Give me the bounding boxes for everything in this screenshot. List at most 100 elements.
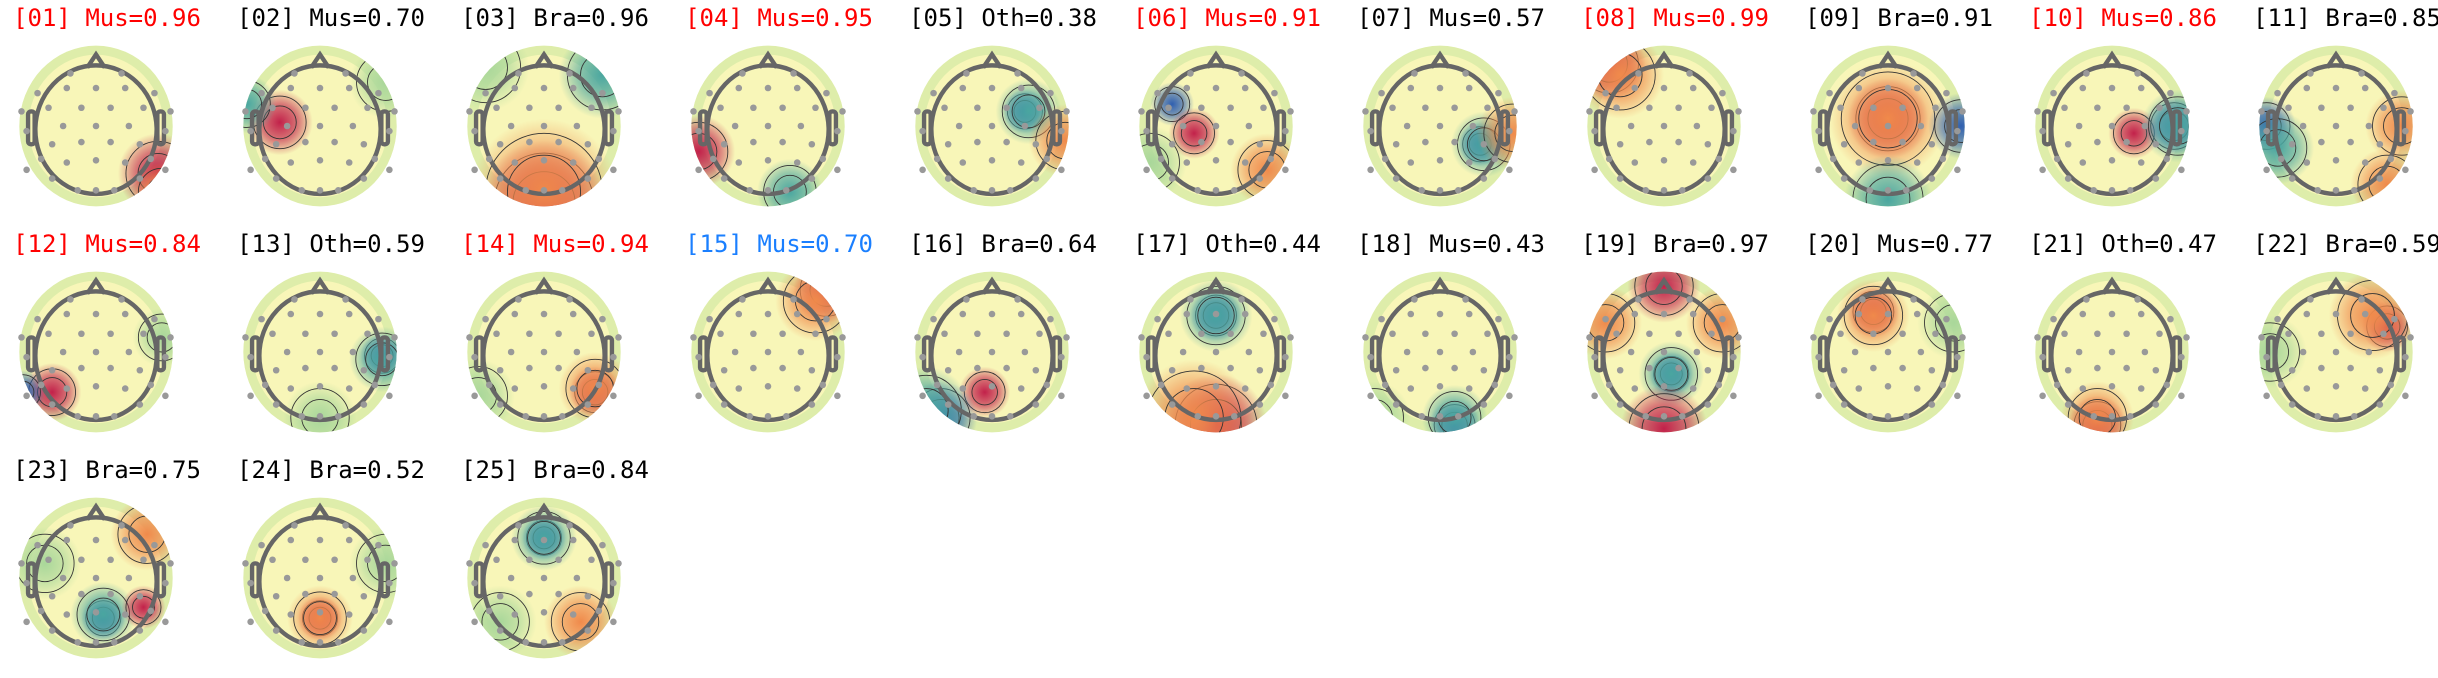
electrode xyxy=(988,383,996,390)
electrode xyxy=(941,330,948,338)
electrode xyxy=(302,364,309,372)
electrode xyxy=(18,560,25,567)
electrode xyxy=(496,366,504,374)
electrode xyxy=(1058,166,1065,174)
electrode xyxy=(1411,70,1418,77)
electrode xyxy=(2079,159,2087,166)
electrode xyxy=(1187,70,1194,77)
electrode xyxy=(298,638,306,646)
electrode xyxy=(342,70,349,77)
electrode xyxy=(360,140,368,148)
electrode xyxy=(1660,122,1668,130)
electrode xyxy=(466,108,473,115)
electrode xyxy=(1165,104,1172,112)
contour-line xyxy=(1641,406,1687,433)
electrode xyxy=(1407,84,1415,92)
electrode xyxy=(2123,330,2130,338)
electrode xyxy=(2108,84,2116,92)
electrode xyxy=(1591,353,1598,361)
electrode xyxy=(287,159,295,166)
electrode xyxy=(1954,392,1961,400)
electrode xyxy=(2137,385,2145,392)
activation-blob xyxy=(1139,126,1187,200)
electrode xyxy=(1451,104,1458,112)
contour-line xyxy=(915,388,949,433)
electrode xyxy=(764,310,772,318)
electrode xyxy=(782,412,790,420)
electrode xyxy=(2358,296,2365,303)
electrode xyxy=(1708,104,1715,112)
electrode xyxy=(1227,364,1234,372)
electrode xyxy=(2137,84,2145,92)
electrode xyxy=(970,412,978,420)
electrode xyxy=(1003,364,1010,372)
component-cell: [03] Bra=0.96 xyxy=(450,0,674,226)
electrode xyxy=(974,364,981,372)
electrode xyxy=(2126,412,2134,420)
electrode xyxy=(1902,412,1910,420)
electrode xyxy=(34,541,41,549)
electrode xyxy=(1422,138,1429,146)
electrode xyxy=(2263,353,2270,361)
electrode xyxy=(566,296,573,303)
electrode xyxy=(914,108,921,115)
electrode xyxy=(595,381,603,389)
electrode xyxy=(283,348,291,356)
electrode xyxy=(1256,175,1264,182)
electrode xyxy=(1917,122,1925,130)
electrode xyxy=(272,140,280,148)
electrode xyxy=(1704,366,1712,374)
electrode xyxy=(34,315,41,323)
electrode xyxy=(2108,310,2116,318)
electrode xyxy=(1469,122,1477,130)
electrode xyxy=(1829,381,1837,389)
electrode xyxy=(819,381,827,389)
electrode xyxy=(1913,310,1921,318)
electrode xyxy=(1227,138,1234,146)
electrode xyxy=(316,157,324,164)
electrode xyxy=(1506,127,1513,135)
electrode xyxy=(1187,296,1194,303)
electrode xyxy=(1586,334,1593,341)
electrode xyxy=(2178,392,2185,400)
electrode xyxy=(988,122,996,130)
electrode xyxy=(1613,330,1620,338)
electrode xyxy=(45,556,52,564)
electrode xyxy=(1392,175,1400,182)
electrode xyxy=(599,89,606,97)
electrode xyxy=(1837,330,1844,338)
electrode xyxy=(782,186,790,194)
electrode xyxy=(573,348,581,356)
component-label: [05] Oth=0.38 xyxy=(909,4,1097,32)
electrode xyxy=(118,70,125,77)
electrode xyxy=(2134,70,2141,77)
component-label: [02] Mus=0.70 xyxy=(237,4,425,32)
electrode xyxy=(1495,315,1502,323)
electrode xyxy=(1381,381,1389,389)
electrode xyxy=(573,122,581,130)
component-label: [14] Mus=0.94 xyxy=(461,230,649,258)
contour-line xyxy=(2148,96,2189,156)
electrode xyxy=(331,330,338,338)
electrode xyxy=(2387,381,2395,389)
electrode xyxy=(720,401,728,408)
electrode xyxy=(2094,138,2101,146)
electrode xyxy=(750,364,757,372)
electrode xyxy=(1591,392,1598,400)
electrode xyxy=(569,611,577,618)
electrode xyxy=(316,412,324,420)
component-label: [06] Mus=0.91 xyxy=(1133,4,1321,32)
electrode xyxy=(261,155,269,163)
electrode xyxy=(1256,366,1264,374)
electrode xyxy=(482,315,489,323)
electrode xyxy=(364,330,371,338)
electrode xyxy=(125,348,133,356)
electrode xyxy=(1928,175,1936,182)
electrode xyxy=(1715,155,1723,163)
electrode xyxy=(1954,166,1961,174)
component-cell: [14] Mus=0.94 xyxy=(450,226,674,452)
electrode xyxy=(1143,392,1150,400)
electrode xyxy=(167,108,174,115)
electrode xyxy=(1837,104,1844,112)
electrode xyxy=(2152,175,2160,182)
